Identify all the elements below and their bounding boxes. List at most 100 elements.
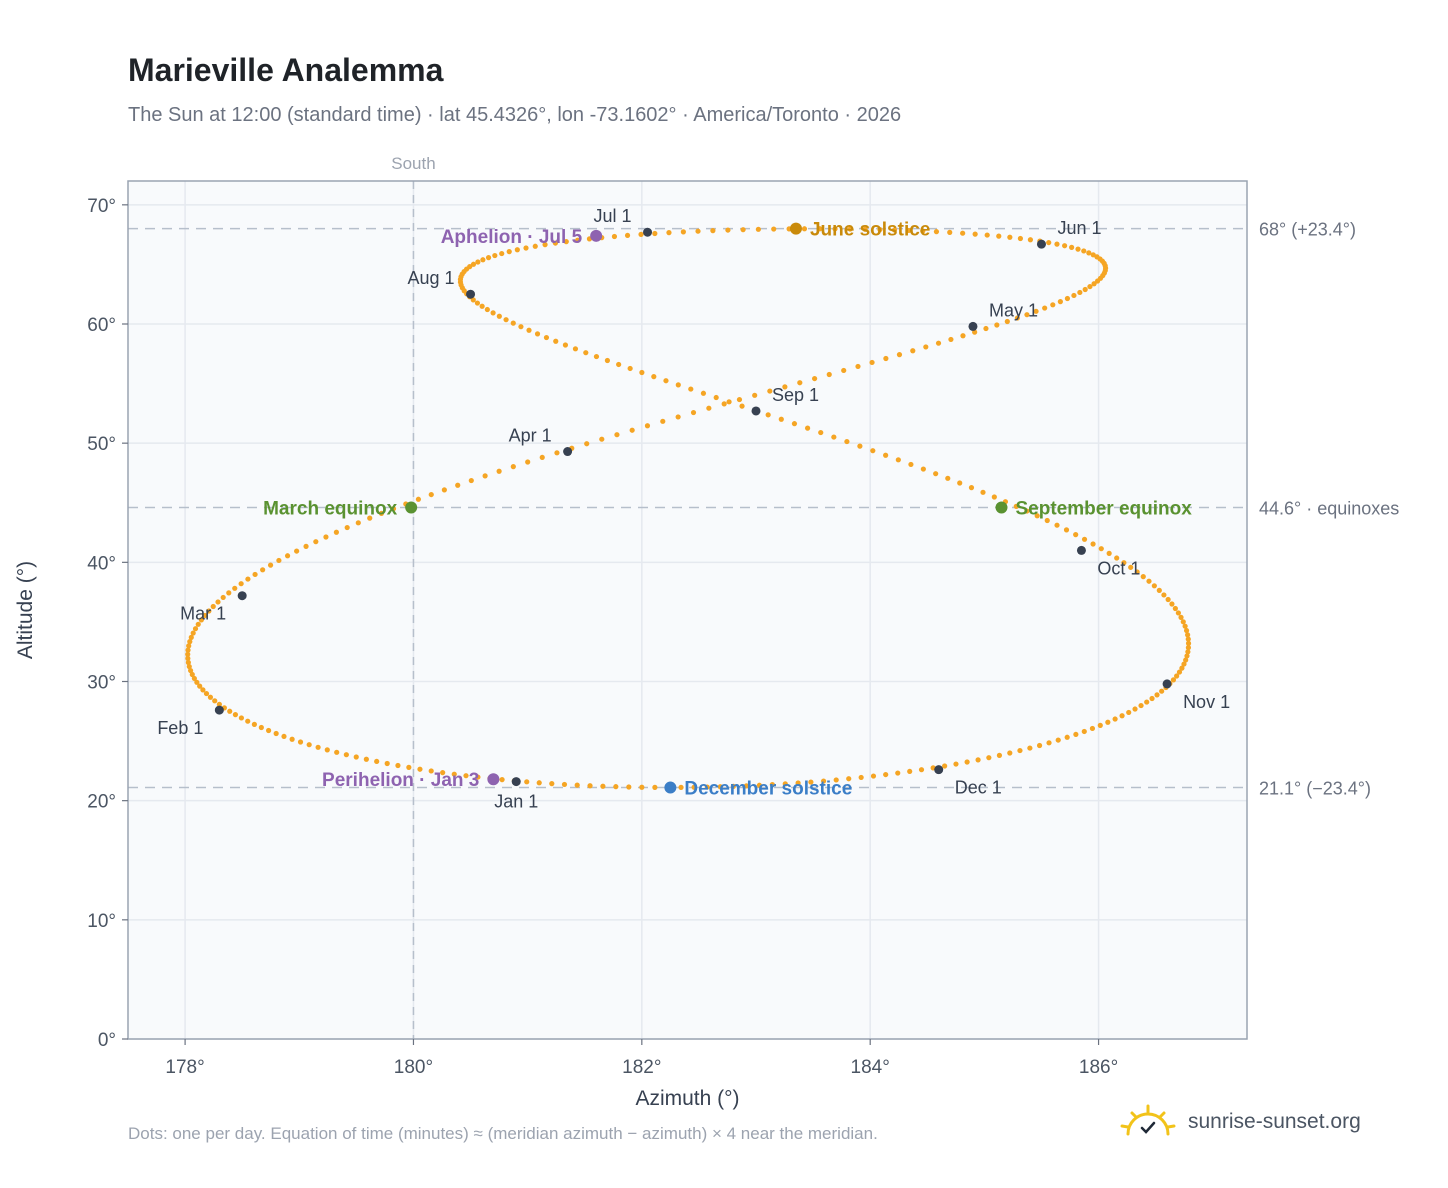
day-dot — [730, 783, 736, 789]
day-dot — [957, 480, 963, 486]
day-dot — [574, 782, 580, 788]
day-dot — [1144, 699, 1150, 705]
day-dot — [765, 412, 771, 418]
day-dot — [1090, 252, 1096, 258]
day-dot — [395, 762, 401, 769]
day-dot — [470, 261, 477, 267]
event-marker — [789, 222, 802, 235]
day-dot — [1151, 583, 1157, 589]
day-dot — [499, 250, 505, 257]
day-dot — [817, 226, 823, 232]
day-dot — [896, 352, 903, 358]
day-dot — [1024, 312, 1030, 318]
month-label: Sep 1 — [772, 385, 819, 405]
day-dot — [210, 603, 216, 610]
day-dot — [1132, 706, 1138, 712]
day-dot — [523, 245, 529, 251]
reference-lines: South 68° (+23.4°) 44.6° · equinoxes 21.1° … — [128, 154, 1399, 1039]
day-dot — [191, 675, 197, 682]
day-dot — [1119, 713, 1125, 719]
day-dot — [415, 496, 422, 502]
day-dot — [479, 303, 485, 309]
month-marker — [511, 777, 521, 787]
day-dot — [353, 754, 359, 760]
brand[interactable]: sunrise-sunset.org — [1120, 1104, 1361, 1140]
day-dot — [918, 767, 925, 773]
y-tick-label: 70° — [87, 196, 116, 217]
day-dot — [186, 643, 192, 649]
day-dot — [374, 758, 380, 765]
x-tick-label: 186° — [1079, 1057, 1118, 1078]
day-dot — [1172, 605, 1178, 612]
meridian-label: South — [391, 154, 435, 173]
day-dot — [740, 227, 746, 233]
day-dot — [195, 621, 201, 627]
day-dot — [1185, 645, 1192, 651]
day-dot — [706, 405, 712, 411]
day-dot — [526, 327, 532, 333]
day-dot — [710, 228, 716, 234]
day-dot — [1057, 299, 1063, 305]
day-dot — [1183, 657, 1189, 663]
day-dot — [428, 768, 434, 774]
day-dot — [315, 744, 321, 750]
day-dot — [801, 226, 808, 232]
day-dot — [791, 421, 798, 427]
event-label: Perihelion · Jan 3 — [322, 770, 479, 791]
day-dot — [953, 761, 959, 767]
brand-name[interactable]: sunrise-sunset.org — [1188, 1110, 1361, 1133]
day-dot — [575, 237, 581, 243]
day-dot — [188, 634, 194, 640]
day-dot — [883, 355, 889, 362]
day-dot — [202, 612, 208, 619]
day-dot — [297, 739, 304, 745]
day-dot — [417, 766, 423, 772]
day-dot — [344, 524, 350, 531]
month-label: May 1 — [989, 300, 1038, 320]
day-dot — [1087, 283, 1093, 290]
y-tick-label: 10° — [87, 911, 116, 932]
x-tick-label: 178° — [165, 1057, 204, 1078]
day-dot — [1091, 281, 1097, 287]
day-dot — [226, 590, 232, 596]
day-dot — [587, 783, 593, 789]
day-dot — [1179, 665, 1185, 671]
reference-line-label: 44.6° · equinoxes — [1259, 499, 1399, 519]
day-dot — [227, 708, 233, 714]
day-dot — [186, 663, 192, 670]
day-dot — [767, 388, 773, 394]
day-dot — [994, 322, 1000, 328]
day-dot — [1089, 725, 1096, 732]
day-dot — [238, 581, 244, 587]
day-dot — [252, 571, 258, 578]
reference-line-label: 21.1° (−23.4°) — [1259, 779, 1371, 799]
day-dot — [197, 683, 203, 689]
day-dot — [1046, 740, 1052, 746]
day-dot — [238, 715, 245, 721]
day-dot — [1027, 745, 1033, 751]
day-dot — [804, 425, 811, 431]
day-dot — [964, 759, 970, 765]
day-dot — [644, 423, 651, 429]
day-dot — [474, 300, 481, 306]
day-dot — [826, 371, 832, 378]
day-dot — [496, 468, 502, 474]
day-dot — [1017, 235, 1024, 242]
day-dot — [626, 784, 632, 790]
month-marker — [563, 447, 573, 457]
day-dot — [485, 255, 492, 261]
month-label: Apr 1 — [509, 426, 552, 446]
event-marker — [590, 229, 603, 242]
day-dot — [862, 226, 868, 232]
day-dot — [470, 297, 476, 303]
day-dot — [980, 489, 986, 495]
day-dot — [194, 679, 200, 685]
day-dot — [739, 403, 745, 409]
day-dot — [524, 779, 530, 785]
day-dot — [782, 384, 788, 390]
event-marker — [487, 773, 500, 786]
day-dot — [1054, 241, 1060, 247]
day-dot — [1185, 632, 1191, 638]
analemma-curve — [185, 226, 1192, 791]
day-dot — [1174, 673, 1180, 679]
